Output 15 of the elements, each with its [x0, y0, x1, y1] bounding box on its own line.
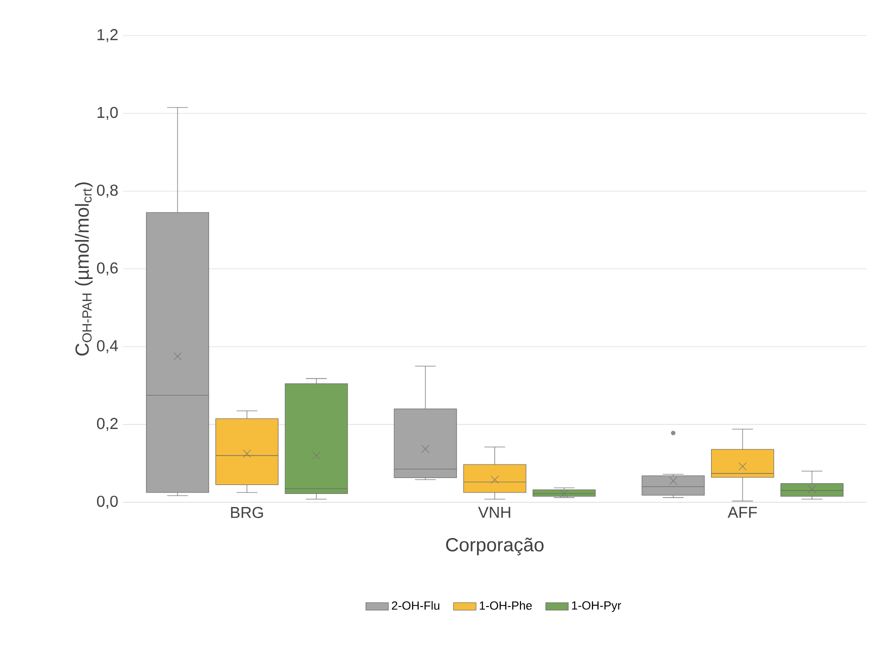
legend-label: 1-OH-Phe: [480, 601, 532, 610]
y-tick-label: 0,4: [97, 340, 118, 354]
y-tick-label: 0,6: [97, 262, 118, 276]
y-tick-label: 1,0: [98, 106, 118, 120]
legend-label: 1-OH-Pyr: [572, 601, 622, 612]
y-tick-label: 0,2: [97, 418, 118, 431]
x-tick-label: AFF: [728, 506, 757, 518]
y-tick-label: 1,2: [98, 28, 118, 42]
x-axis-title: Corporação: [446, 538, 544, 556]
y-axis-title: C$_{OH-PAH}$ (µmol/mol$_{crt}$): [74, 182, 93, 356]
x-tick-label: BRG: [231, 506, 263, 518]
y-tick-label: 0,8: [97, 184, 118, 198]
x-tick-label: VNH: [478, 506, 510, 518]
legend-label: 2-OH-Flu: [392, 601, 440, 610]
y-tick-label: 0,0: [97, 496, 118, 509]
